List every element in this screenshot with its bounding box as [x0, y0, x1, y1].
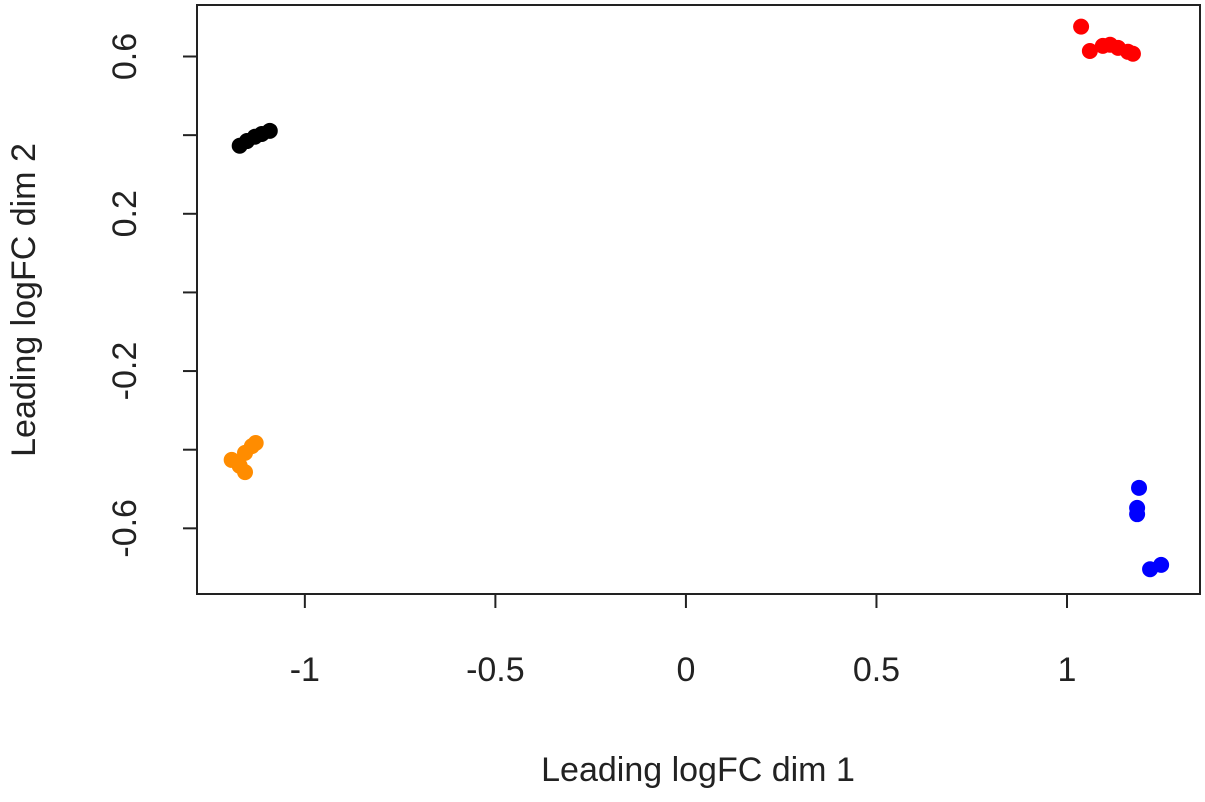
- y-tick-label: 0.2: [106, 190, 144, 237]
- y-tick-label: -0.6: [106, 499, 144, 558]
- point: [1153, 556, 1170, 573]
- point: [1073, 18, 1090, 35]
- y-tick-label: -0.2: [106, 342, 144, 401]
- x-tick-label: -1: [290, 651, 320, 689]
- point: [1131, 479, 1148, 496]
- x-tick-label: -0.5: [466, 651, 525, 689]
- point: [261, 122, 278, 139]
- point: [1124, 45, 1141, 62]
- x-tick-label: 0.5: [853, 651, 900, 689]
- point: [1081, 43, 1098, 60]
- point: [237, 464, 254, 481]
- x-axis-label: Leading logFC dim 1: [541, 751, 855, 789]
- point: [247, 435, 264, 452]
- plot-frame: [196, 4, 1201, 595]
- x-tick-label: 0: [676, 651, 695, 689]
- x-tick-label: 1: [1058, 651, 1077, 689]
- point: [1129, 506, 1146, 523]
- y-axis-label: Leading logFC dim 2: [5, 143, 43, 457]
- y-tick-label: 0.6: [106, 33, 144, 80]
